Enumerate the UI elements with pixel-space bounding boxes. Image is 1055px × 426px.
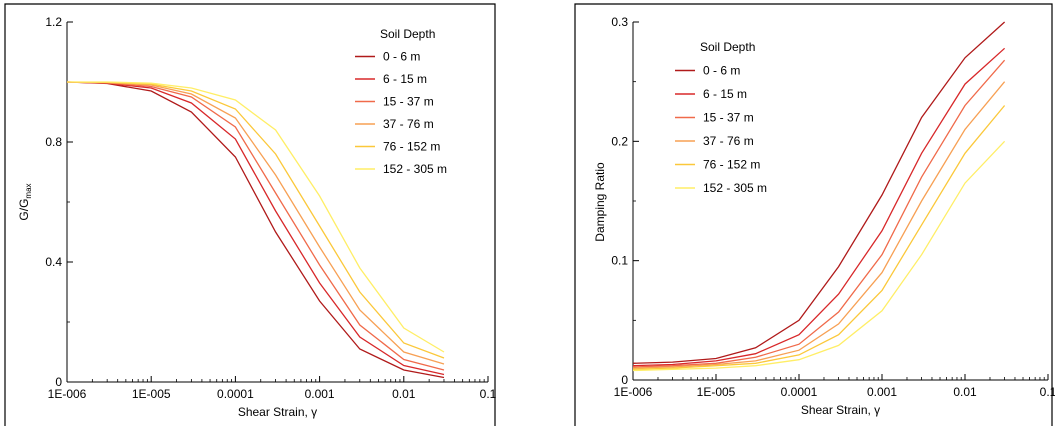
y-axis-label: G/Gmax — [17, 183, 33, 220]
legend-title: Soil Depth — [380, 27, 435, 41]
legend-label: 76 - 152 m — [703, 158, 760, 172]
legend-label: 0 - 6 m — [383, 50, 420, 64]
y-axis-label-main: G/G — [17, 199, 31, 221]
series-line-5 — [632, 105, 1006, 370]
x-tick-label: 1E-006 — [48, 387, 87, 401]
y-tick-label: 0 — [621, 373, 628, 387]
series-line-4 — [632, 81, 1006, 369]
y-tick-label: 0.2 — [611, 134, 628, 148]
x-tick-label: 0.1 — [480, 387, 497, 401]
y-tick-label: 0.1 — [611, 254, 628, 268]
plot-frame — [574, 3, 1053, 426]
series-line-6 — [67, 81, 445, 353]
legend-label: 15 - 37 m — [383, 95, 434, 109]
x-axis-label: Shear Strain, γ — [238, 405, 317, 419]
x-tick-label: 0.0001 — [781, 385, 818, 399]
legend-title: Soil Depth — [700, 40, 755, 54]
y-axis-label-subscript: max — [24, 183, 33, 198]
series-line-2 — [66, 81, 445, 376]
modulus-reduction-chart: 1E-006 1E-005 0.0001 0.001 0.01 0.1 0 0.4 0.8 1.2… — [4, 3, 497, 426]
x-tick-label: 0.0001 — [217, 387, 254, 401]
legend-label: 152 - 305 m — [703, 181, 767, 195]
y-tick-label: 1.2 — [45, 15, 62, 29]
legend-label: 152 - 305 m — [383, 162, 447, 176]
legend-label: 76 - 152 m — [383, 140, 440, 154]
legend-label: 6 - 15 m — [383, 72, 427, 86]
legend-label: 37 - 76 m — [383, 117, 434, 131]
damping-ratio-chart: 1E-006 1E-005 0.0001 0.001 0.01 0.1 0 0.1 0.2 0.3… — [574, 3, 1055, 426]
y-tick-label: 0.3 — [611, 15, 628, 29]
y-axis-label-main: Damping Ratio — [593, 162, 607, 242]
x-tick-label: 1E-005 — [132, 387, 171, 401]
legend-label: 6 - 15 m — [703, 87, 747, 101]
y-tick-label: 0 — [55, 375, 62, 389]
series-line-2 — [632, 47, 1006, 367]
series-line-3 — [66, 81, 445, 371]
x-tick-label: 0.01 — [392, 387, 416, 401]
legend-label: 0 - 6 m — [703, 64, 740, 78]
y-tick-label: 0.8 — [45, 135, 62, 149]
x-tick-label: 1E-005 — [697, 385, 736, 399]
x-tick-label: 0.001 — [867, 385, 897, 399]
x-tick-label: 0.01 — [953, 385, 977, 399]
x-tick-label: 1E-006 — [614, 385, 653, 399]
legend-label: 37 - 76 m — [703, 134, 754, 148]
x-tick-label: 0.1 — [1040, 385, 1055, 399]
x-axis-label: Shear Strain, γ — [801, 403, 880, 417]
series-line-1 — [632, 21, 1006, 364]
series-line-6 — [632, 140, 1006, 372]
y-tick-label: 0.4 — [45, 255, 62, 269]
plot-frame — [4, 3, 496, 426]
legend-label: 15 - 37 m — [703, 111, 754, 125]
series-line-1 — [66, 81, 445, 379]
series-line-3 — [632, 59, 1006, 368]
x-tick-label: 0.001 — [305, 387, 335, 401]
y-axis-label: Damping Ratio — [593, 162, 607, 242]
